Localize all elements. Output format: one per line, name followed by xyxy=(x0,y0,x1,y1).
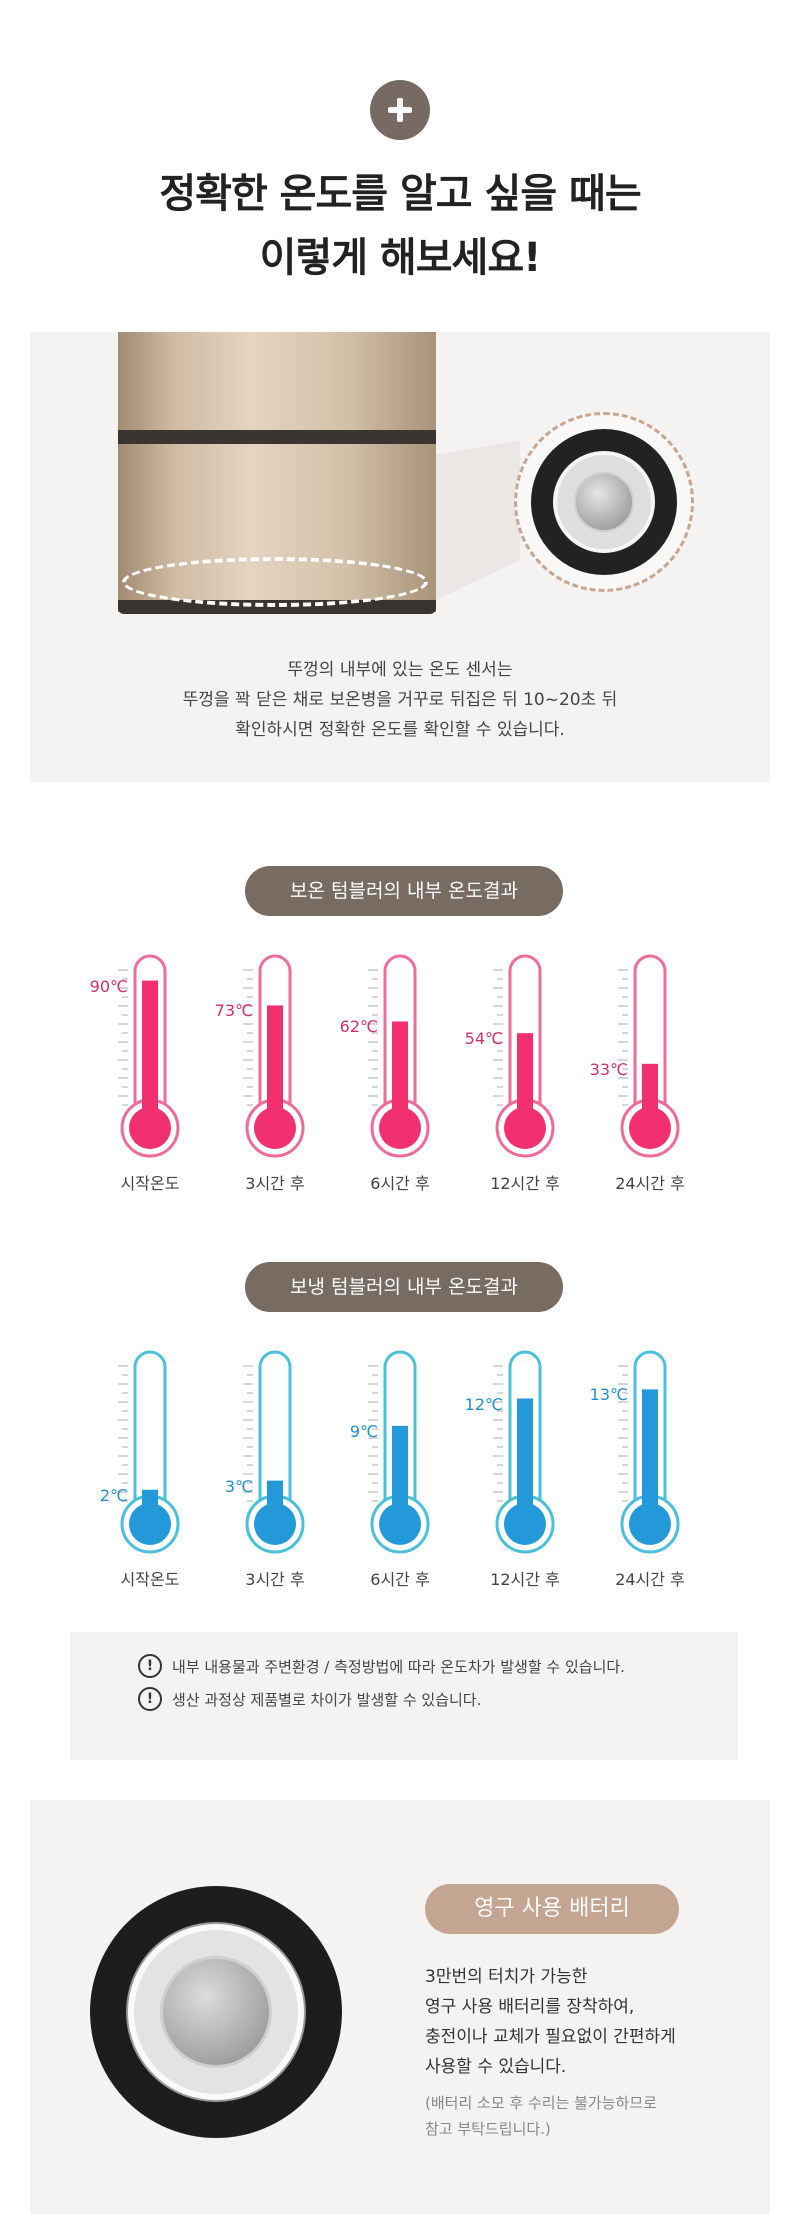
thermometer-fill xyxy=(517,1398,533,1524)
battery-note: (배터리 소모 후 수리는 불가능하므로 참고 부탁드립니다.) xyxy=(425,2090,755,2142)
battery-line-4: 사용할 수 있습니다. xyxy=(425,2057,567,2077)
alert-icon: ! xyxy=(138,1687,162,1711)
warm-thermometer-row: 90℃ 시작온도 73℃ 3시간 후 62℃ 6시간 후 54℃ 12시간 후 33℃ 24시간 … xyxy=(0,944,800,1214)
notice-box: ! 내부 내용물과 주변환경 / 측정방법에 따라 온도차가 발생할 수 있습니… xyxy=(70,1632,738,1760)
thermometer-bulb xyxy=(629,1107,671,1149)
temperature-value: 90℃ xyxy=(89,976,128,996)
battery-note-line-1: (배터리 소모 후 수리는 불가능하므로 xyxy=(425,2094,657,2112)
temperature-value: 54℃ xyxy=(464,1029,503,1049)
temperature-value: 73℃ xyxy=(214,1001,253,1021)
thermometer-bulb xyxy=(379,1503,421,1545)
plus-icon xyxy=(370,80,430,140)
time-label: 12시간 후 xyxy=(490,1570,560,1589)
desc-line-2: 뚜껑을 꽉 닫은 채로 보온병을 거꾸로 뒤집은 뒤 10~20초 뒤 xyxy=(182,690,618,710)
thermometer-bulb xyxy=(254,1503,296,1545)
notice-line-1: 내부 내용물과 주변환경 / 측정방법에 따라 온도차가 발생할 수 있습니다. xyxy=(172,1658,625,1676)
temperature-value: 9℃ xyxy=(349,1421,378,1441)
page-title: 정확한 온도를 알고 싶을 때는 이렇게 해보세요! xyxy=(0,162,800,290)
time-label: 시작온도 xyxy=(120,1174,180,1193)
temperature-value: 3℃ xyxy=(224,1476,253,1496)
time-label: 3시간 후 xyxy=(245,1174,305,1193)
warm-results-title: 보온 텀블러의 내부 온도결과 xyxy=(245,866,563,916)
battery-description: 3만번의 터치가 가능한 영구 사용 배터리를 장착하여, 충전이나 교체가 필… xyxy=(425,1962,755,2082)
time-label: 24시간 후 xyxy=(615,1174,685,1193)
thermometer-bulb xyxy=(129,1107,171,1149)
cold-thermometer-row: 2℃ 시작온도 3℃ 3시간 후 9℃ 6시간 후 12℃ 12시간 후 13℃ 24시간 후 xyxy=(0,1340,800,1610)
thermometer-bulb xyxy=(379,1107,421,1149)
thermometer-fill xyxy=(392,1021,408,1128)
desc-line-3: 확인하시면 정확한 온도를 확인할 수 있습니다. xyxy=(235,720,565,740)
time-label: 12시간 후 xyxy=(490,1174,560,1193)
time-label: 6시간 후 xyxy=(370,1570,430,1589)
thermometer-bulb xyxy=(504,1107,546,1149)
time-label: 24시간 후 xyxy=(615,1570,685,1589)
battery-title: 영구 사용 배터리 xyxy=(425,1884,679,1934)
battery-line-2: 영구 사용 배터리를 장착하여, xyxy=(425,1997,635,2017)
desc-line-1: 뚜껑의 내부에 있는 온도 센서는 xyxy=(287,660,513,680)
title-line-1: 정확한 온도를 알고 싶을 때는 xyxy=(159,171,641,217)
thermometer-fill xyxy=(517,1033,533,1128)
temperature-sensor xyxy=(574,472,634,532)
temperature-value: 12℃ xyxy=(464,1394,503,1414)
alert-icon: ! xyxy=(138,1654,162,1678)
temperature-value: 33℃ xyxy=(589,1059,628,1079)
temperature-value: 2℃ xyxy=(99,1485,128,1505)
battery-note-line-2: 참고 부탁드립니다.) xyxy=(425,2120,551,2138)
thermometer-bulb xyxy=(504,1503,546,1545)
thermometer-fill xyxy=(642,1389,658,1524)
title-line-2: 이렇게 해보세요! xyxy=(259,235,542,281)
warm-thermometer-chart xyxy=(118,954,680,1158)
sensor-description: 뚜껑의 내부에 있는 온도 센서는 뚜껑을 꽉 닫은 채로 보온병을 거꾸로 뒤… xyxy=(30,655,770,745)
thermometer-bulb xyxy=(254,1107,296,1149)
cold-results-title: 보냉 텀블러의 내부 온도결과 xyxy=(245,1262,563,1312)
zoom-beam xyxy=(436,440,520,600)
tumbler-band xyxy=(118,430,436,444)
time-label: 시작온도 xyxy=(120,1570,180,1589)
battery-sensor xyxy=(160,1956,272,2068)
thermometer-fill xyxy=(392,1425,408,1524)
temperature-value: 62℃ xyxy=(339,1017,378,1037)
temperature-value: 13℃ xyxy=(589,1385,628,1405)
thermometer-bulb xyxy=(129,1503,171,1545)
thermometer-bulb xyxy=(629,1503,671,1545)
cold-thermometer-chart xyxy=(118,1350,680,1554)
thermometer-fill xyxy=(142,980,158,1128)
battery-line-1: 3만번의 터치가 가능한 xyxy=(425,1967,588,1987)
lid-highlight xyxy=(122,557,428,607)
notice-line-2: 생산 과정상 제품별로 차이가 발생할 수 있습니다. xyxy=(172,1691,482,1709)
time-label: 6시간 후 xyxy=(370,1174,430,1193)
battery-line-3: 충전이나 교체가 필요없이 간편하게 xyxy=(425,2027,676,2047)
thermometer-fill xyxy=(267,1005,283,1128)
time-label: 3시간 후 xyxy=(245,1570,305,1589)
